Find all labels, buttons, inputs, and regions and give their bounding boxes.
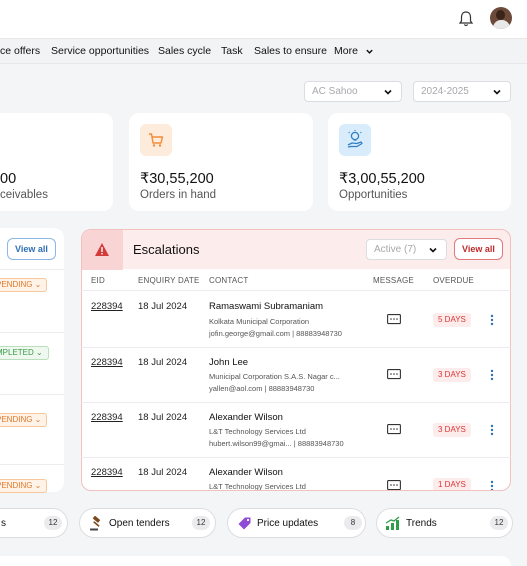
escalations-header xyxy=(81,229,511,270)
kpi-label: Opportunities xyxy=(339,189,408,201)
quick-link-count: 12 xyxy=(44,516,62,530)
message-icon[interactable] xyxy=(387,480,401,490)
quick-link-label: Open tenders xyxy=(109,518,170,529)
price-tag-icon xyxy=(238,517,251,530)
bell-icon[interactable] xyxy=(456,9,476,29)
enquiry-date: 18 Jul 2024 xyxy=(138,467,188,478)
contact-name: John Lee xyxy=(209,357,249,368)
trend-chart-icon xyxy=(385,516,400,530)
trends-pill[interactable]: Trends 12 xyxy=(376,508,513,538)
contact-name: Alexander Wilson xyxy=(209,412,283,423)
view-all-button[interactable]: View all xyxy=(7,238,56,260)
contact-org: Kolkata Municipal Corporation xyxy=(209,317,310,326)
kpi-value: ₹3,00,55,200 xyxy=(339,171,425,187)
owner-select-value: AC Sahoo xyxy=(312,86,358,97)
enquiry-id-link[interactable]: 228394 xyxy=(91,412,123,423)
more-options-icon[interactable] xyxy=(490,369,494,381)
nav-item-service-offers[interactable]: ce offers xyxy=(0,45,41,57)
enquiry-id-link[interactable]: 228394 xyxy=(91,467,123,478)
message-icon[interactable] xyxy=(387,424,401,435)
year-select-value: 2024-2025 xyxy=(421,86,469,97)
nav-item-more[interactable]: More xyxy=(334,45,358,57)
chevron-down-icon[interactable] xyxy=(365,47,374,56)
more-options-icon[interactable] xyxy=(490,480,494,490)
contact-org: Municipal Corporation S.A.S. Nagar c... xyxy=(209,372,340,381)
enquiry-date: 18 Jul 2024 xyxy=(138,301,188,312)
quick-link-count: 12 xyxy=(192,516,210,530)
quick-link-pill[interactable]: s 12 xyxy=(0,508,68,538)
status-badge[interactable]: PENDING ⌄ xyxy=(0,278,48,292)
message-icon[interactable] xyxy=(387,314,401,325)
overdue-badge: 3 DAYS xyxy=(433,423,471,437)
table-row[interactable]: 228394 18 Jul 2024 Alexander Wilson L&T … xyxy=(81,458,511,490)
cart-icon xyxy=(140,124,172,156)
more-options-icon[interactable] xyxy=(490,314,494,326)
enquiry-date: 18 Jul 2024 xyxy=(138,412,188,423)
bottom-card xyxy=(0,556,511,566)
status-badge[interactable]: MPLETED ⌄ xyxy=(0,346,49,360)
kpi-label: ceivables xyxy=(0,189,48,201)
nav-item-sales-cycle[interactable]: Sales cycle xyxy=(158,45,212,57)
nav-item-sales-to-ensure[interactable]: Sales to ensure xyxy=(254,45,327,57)
kpi-value: 00 xyxy=(0,171,17,187)
contact-name: Alexander Wilson xyxy=(209,467,283,478)
kpi-card-orders-in-hand[interactable]: ₹30,55,200 Orders in hand xyxy=(129,113,313,211)
status-badge[interactable]: PENDING ⌄ xyxy=(0,413,48,427)
kpi-label: Orders in hand xyxy=(140,189,217,201)
nav-item-task[interactable]: Task xyxy=(221,45,243,57)
quick-link-label: Price updates xyxy=(257,518,319,529)
escalations-view-all-button[interactable]: View all xyxy=(454,238,503,260)
quick-link-label: Trends xyxy=(406,518,437,529)
kpi-card-opportunities[interactable]: ₹3,00,55,200 Opportunities xyxy=(328,113,511,211)
quick-link-count: 8 xyxy=(344,516,362,530)
quick-link-count: 12 xyxy=(490,516,508,530)
column-header-contact: CONTACT xyxy=(209,276,249,285)
top-bar xyxy=(0,0,527,38)
left-panel: View all PENDING ⌄ MPLETED ⌄ PENDING ⌄ P… xyxy=(0,228,64,493)
open-tenders-pill[interactable]: Open tenders 12 xyxy=(79,508,216,538)
column-header-eid: EID xyxy=(91,276,105,285)
idea-hand-icon xyxy=(339,124,371,156)
overdue-badge: 5 DAYS xyxy=(433,313,471,327)
gavel-icon xyxy=(90,516,101,531)
enquiry-id-link[interactable]: 228394 xyxy=(91,301,123,312)
escalations-filter-value: Active (7) xyxy=(374,244,417,255)
chevron-down-icon xyxy=(384,89,392,95)
escalations-title: Escalations xyxy=(133,242,200,257)
kpi-card-receivables[interactable]: 00 ceivables xyxy=(0,113,113,211)
avatar[interactable] xyxy=(490,7,512,29)
escalations-panel xyxy=(81,229,511,491)
overdue-badge: 1 DAYS xyxy=(433,478,471,490)
contact-details: yallen@aol.com | 88883948730 xyxy=(209,384,315,393)
overdue-badge: 3 DAYS xyxy=(433,368,471,382)
column-header-overdue: OVERDUE xyxy=(433,276,474,285)
message-icon[interactable] xyxy=(387,369,401,380)
enquiry-id-link[interactable]: 228394 xyxy=(91,357,123,368)
chevron-down-icon xyxy=(429,247,437,253)
contact-name: Ramaswami Subramaniam xyxy=(209,301,324,312)
contact-details: hubert.wilson99@gmai... | 88883948730 xyxy=(209,439,344,448)
chevron-down-icon xyxy=(493,89,501,95)
nav-item-service-opportunities[interactable]: Service opportunities xyxy=(51,45,150,57)
column-header-enquiry-date: ENQUIRY DATE xyxy=(138,276,200,285)
status-badge[interactable]: PENDING ⌄ xyxy=(0,479,48,493)
year-select[interactable]: 2024-2025 xyxy=(413,81,511,102)
warning-icon xyxy=(95,243,109,256)
main-nav: ce offers Service opportunities Sales cy… xyxy=(0,38,527,64)
kpi-value: ₹30,55,200 xyxy=(140,171,214,187)
escalations-filter-select[interactable]: Active (7) xyxy=(366,239,447,260)
more-options-icon[interactable] xyxy=(490,424,494,436)
column-header-message: MESSAGE xyxy=(373,276,414,285)
contact-details: jofin.george@gmail.com | 88883948730 xyxy=(209,329,342,338)
enquiry-date: 18 Jul 2024 xyxy=(138,357,188,368)
contact-org: L&T Technology Services Ltd xyxy=(209,482,306,490)
owner-select[interactable]: AC Sahoo xyxy=(304,81,402,102)
contact-org: L&T Technology Services Ltd xyxy=(209,427,306,436)
quick-link-label: s xyxy=(1,518,6,529)
price-updates-pill[interactable]: Price updates 8 xyxy=(227,508,366,538)
